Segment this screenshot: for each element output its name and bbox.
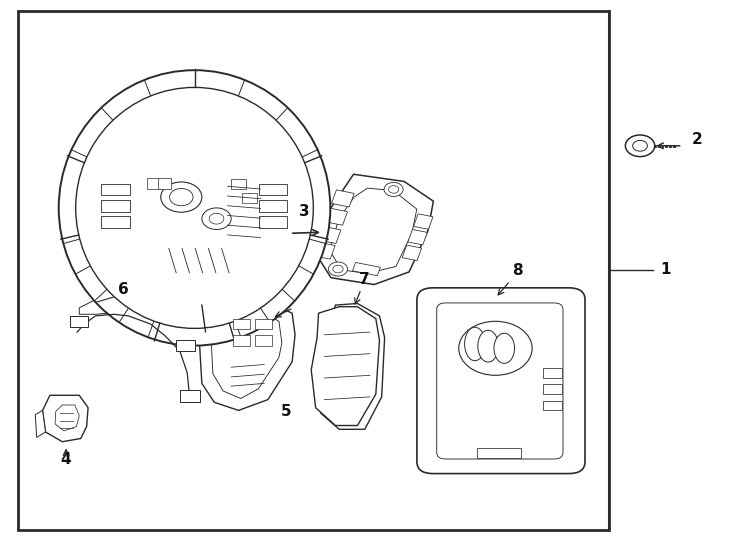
Polygon shape	[325, 208, 347, 225]
Polygon shape	[99, 151, 286, 305]
Polygon shape	[55, 405, 79, 431]
Bar	[70, 316, 88, 327]
Circle shape	[333, 265, 343, 273]
Bar	[255, 319, 272, 329]
Circle shape	[459, 321, 532, 375]
Bar	[259, 200, 287, 212]
Polygon shape	[43, 395, 88, 442]
Polygon shape	[319, 303, 385, 429]
Bar	[259, 184, 287, 195]
Polygon shape	[311, 307, 379, 426]
Bar	[231, 179, 246, 189]
Polygon shape	[316, 174, 433, 285]
Bar	[176, 340, 195, 351]
Text: 1: 1	[661, 262, 671, 278]
Ellipse shape	[465, 327, 485, 361]
Bar	[242, 193, 257, 202]
Circle shape	[625, 135, 655, 157]
Text: 4: 4	[61, 453, 71, 468]
Polygon shape	[402, 245, 421, 261]
Bar	[101, 200, 130, 212]
Text: 6: 6	[118, 282, 128, 298]
Polygon shape	[318, 226, 341, 244]
Ellipse shape	[478, 330, 498, 362]
Polygon shape	[115, 162, 272, 293]
Bar	[543, 401, 562, 410]
Circle shape	[202, 208, 231, 230]
Text: 3: 3	[299, 204, 310, 219]
Polygon shape	[35, 410, 46, 437]
Circle shape	[170, 188, 193, 206]
Bar	[543, 384, 562, 394]
Bar	[158, 178, 171, 189]
Polygon shape	[413, 214, 433, 230]
Circle shape	[388, 186, 399, 193]
Bar	[18, 11, 609, 530]
Polygon shape	[99, 202, 136, 284]
Bar	[180, 390, 200, 402]
Circle shape	[384, 183, 403, 197]
Bar	[147, 178, 160, 189]
Polygon shape	[211, 309, 282, 399]
Ellipse shape	[494, 333, 515, 363]
Ellipse shape	[76, 87, 313, 328]
Bar	[477, 448, 521, 458]
Bar	[259, 216, 287, 228]
Text: 2: 2	[692, 132, 703, 147]
Bar	[255, 335, 272, 346]
Text: 5: 5	[281, 404, 291, 419]
Polygon shape	[79, 300, 109, 314]
Circle shape	[328, 262, 347, 276]
Circle shape	[209, 213, 224, 224]
Polygon shape	[332, 190, 354, 207]
Polygon shape	[200, 300, 295, 410]
Bar	[233, 319, 250, 329]
Bar	[233, 335, 250, 346]
Text: 8: 8	[512, 264, 523, 279]
Ellipse shape	[59, 70, 330, 346]
Polygon shape	[313, 242, 335, 259]
Text: 7: 7	[360, 272, 370, 287]
Polygon shape	[408, 230, 427, 245]
Bar	[101, 216, 130, 228]
Circle shape	[633, 140, 647, 151]
Polygon shape	[330, 188, 417, 274]
FancyBboxPatch shape	[437, 303, 563, 459]
Bar	[101, 184, 130, 195]
Polygon shape	[352, 262, 380, 276]
Polygon shape	[261, 176, 286, 251]
Bar	[543, 368, 562, 378]
Circle shape	[161, 182, 202, 212]
FancyBboxPatch shape	[417, 288, 585, 474]
